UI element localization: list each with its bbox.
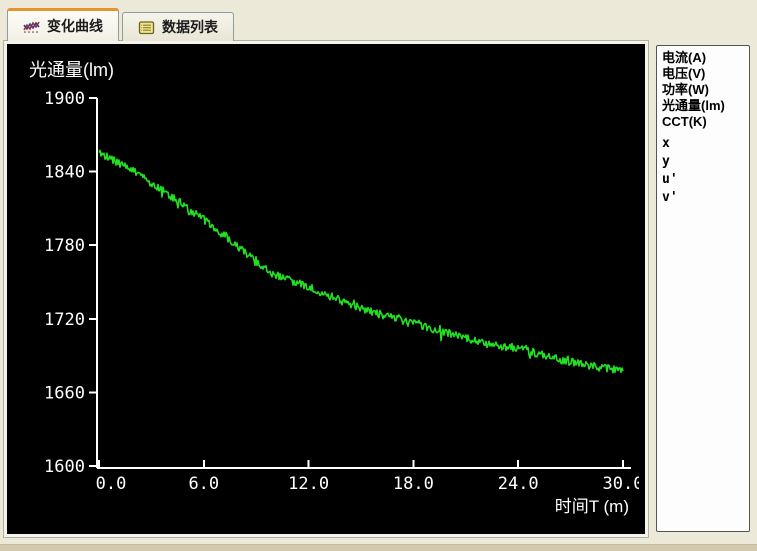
tab-change-curve-label: 变化曲线 [47, 18, 103, 34]
svg-text:12.0: 12.0 [288, 474, 329, 494]
parameter-item-power[interactable]: 功率(W) [662, 82, 709, 97]
tab-data-list-label: 数据列表 [162, 19, 218, 35]
tab-bar: 变化曲线 数据列表 [7, 8, 234, 41]
parameter-item-v-prime[interactable]: v' [662, 190, 678, 205]
svg-text:24.0: 24.0 [498, 474, 539, 494]
svg-text:时间T (m): 时间T (m) [555, 497, 629, 516]
svg-text:0.0: 0.0 [96, 474, 127, 494]
parameter-item-u-prime[interactable]: u' [662, 172, 678, 187]
parameter-item-cct[interactable]: CCT(K) [662, 114, 707, 129]
decay-chart: 1900 1840 1780 1720 1660 1600 0.0 6.0 12.0 18.0 24… [7, 44, 639, 528]
svg-text:1840: 1840 [44, 163, 85, 183]
svg-text:18.0: 18.0 [393, 474, 434, 494]
parameter-item-x[interactable]: x [662, 136, 670, 151]
svg-text:1900: 1900 [44, 89, 85, 109]
window-bottom-edge [0, 544, 757, 551]
curve-chart-icon [23, 18, 40, 35]
tab-change-curve[interactable]: 变化曲线 [7, 8, 119, 41]
svg-text:1600: 1600 [44, 457, 85, 477]
tab-data-list[interactable]: 数据列表 [122, 12, 234, 41]
parameter-item-current[interactable]: 电流(A) [662, 50, 707, 65]
parameter-item-y[interactable]: y [662, 154, 670, 169]
svg-text:1720: 1720 [44, 310, 85, 330]
parameter-list-panel: 电流(A) 电压(V) 功率(W) 光通量(lm) CCT(K) x y u' … [656, 45, 750, 532]
svg-text:6.0: 6.0 [188, 474, 219, 494]
svg-text:1780: 1780 [44, 236, 85, 256]
chart-panel: 1900 1840 1780 1720 1660 1600 0.0 6.0 12.0 18.0 24… [4, 41, 648, 537]
svg-text:30.0: 30.0 [603, 474, 639, 494]
parameter-item-luminous-flux[interactable]: 光通量(lm) [662, 98, 725, 113]
parameter-item-voltage[interactable]: 电压(V) [662, 66, 706, 81]
data-list-icon [138, 19, 155, 36]
svg-text:1660: 1660 [44, 383, 85, 403]
svg-text:光通量(lm): 光通量(lm) [29, 60, 114, 80]
